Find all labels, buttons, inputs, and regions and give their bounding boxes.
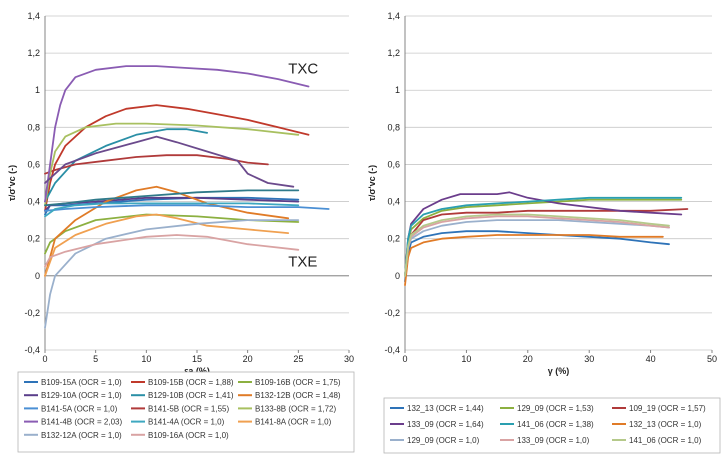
x-tick-label: 0 [42, 354, 47, 364]
series-line-B129-10B [44, 128, 209, 203]
left-chart: -0,4 -0,2 0 0,2 0,4 0,6 0,8 1 1,2 1,4 0 5 10 15 20 25 30… [7, 11, 354, 376]
legend-entry: B141-4A (OCR = 1,0) [148, 418, 225, 427]
series-line-unlabeled-15 [44, 135, 295, 188]
y-tick-label: 0,2 [27, 234, 40, 244]
series-line-B141-4A [44, 202, 300, 218]
legend-entry: 133_09 (OCR = 1,0) [517, 436, 590, 445]
y-tick-label: 0,4 [387, 197, 400, 207]
legend-entry: B132-12B (OCR = 1,48) [255, 391, 341, 400]
y-tick-label: 0,6 [387, 159, 400, 169]
y-axis-label: τ/σ'vc (-) [7, 165, 17, 201]
legend-entry: B109-15B (OCR = 1,88) [148, 378, 234, 387]
y-tick-label: 0,6 [27, 159, 40, 169]
x-tick-label: 50 [707, 354, 717, 364]
series-line-132_13 [404, 234, 664, 287]
legend-entry: 109_19 (OCR = 1,57) [629, 404, 706, 413]
y-tick-label: 0,8 [27, 122, 40, 132]
series-line-B133-8B [44, 122, 300, 207]
y-tick-label: 1,4 [387, 11, 400, 21]
legend-entry: B141-8A (OCR = 1,0) [255, 418, 332, 427]
x-tick-label: 10 [141, 354, 151, 364]
y-tick-label: 0 [395, 271, 400, 281]
right-chart: -0,4 -0,2 0 0,2 0,4 0,6 0,8 1 1,2 1,4 0 10 20 30 40 50 γ… [367, 11, 717, 376]
series-line-B132-12B [44, 185, 290, 277]
legend-entry: B109-16A (OCR = 1,0) [148, 431, 229, 440]
legend-box [17, 371, 355, 453]
legend-entry: B129-10A (OCR = 1,0) [41, 391, 122, 400]
y-tick-label: 0 [35, 271, 40, 281]
y-tick-label: -0,2 [384, 308, 400, 318]
legend-entry: 129_09 (OCR = 1,53) [517, 404, 594, 413]
y-tick-label: 0,8 [387, 122, 400, 132]
legend-entry: B141-5B (OCR = 1,55) [148, 404, 229, 413]
series-line-132_13 [404, 230, 670, 283]
y-tick-label: -0,4 [24, 345, 40, 355]
series-line-141_06 [404, 213, 670, 277]
x-tick-label: 30 [584, 354, 594, 364]
legend-entry: B109-15A (OCR = 1,0) [41, 378, 122, 387]
legend-box [383, 397, 721, 454]
right-legend: 132_13 (OCR = 1,44) 129_09 (OCR = 1,53) 10… [383, 397, 721, 454]
y-tick-label: 1,4 [27, 11, 40, 21]
series-line-B109-16B [44, 213, 300, 255]
series-line-B141-8A [44, 213, 290, 277]
y-tick-label: -0,4 [384, 345, 400, 355]
y-tick-label: -0,2 [24, 308, 40, 318]
legend-entry: 132_13 (OCR = 1,0) [629, 420, 702, 429]
y-tick-label: 0,2 [387, 234, 400, 244]
y-tick-label: 0,4 [27, 197, 40, 207]
legend-entry: B141-4B (OCR = 2,03) [41, 418, 122, 427]
legend-entry: B129-10B (OCR = 1,41) [148, 391, 234, 400]
x-tick-label: 5 [93, 354, 98, 364]
legend-entry: 132_13 (OCR = 1,44) [407, 404, 484, 413]
series-line-B132-12A [44, 219, 300, 329]
legend-entry: B141-5A (OCR = 1,0) [41, 404, 118, 413]
series-line-133_09 [404, 191, 683, 277]
x-tick-label: 0 [402, 354, 407, 364]
legend-entry: 141_06 (OCR = 1,38) [517, 420, 594, 429]
x-tick-label: 30 [344, 354, 354, 364]
legend-entry: B109-16B (OCR = 1,75) [255, 378, 341, 387]
y-tick-label: 1,2 [387, 48, 400, 58]
legend-entry: 129_09 (OCR = 1,0) [407, 436, 480, 445]
x-tick-label: 15 [192, 354, 202, 364]
legend-entry: B132-12A (OCR = 1,0) [41, 431, 122, 440]
series-line-B109-15B [44, 104, 310, 212]
x-tick-label: 20 [523, 354, 533, 364]
series-line-129_09 [404, 219, 670, 277]
series-line-unlabeled-14 [44, 189, 300, 207]
legend-entry: B133-8B (OCR = 1,72) [255, 404, 336, 413]
series-line-B109-16A [44, 234, 300, 268]
x-tick-label: 20 [243, 354, 253, 364]
annotation-txe: TXE [288, 254, 317, 271]
y-tick-label: 1 [35, 85, 40, 95]
y-axis-label: τ/σ'vc (-) [367, 165, 377, 201]
y-tick-label: 1 [395, 85, 400, 95]
x-tick-label: 25 [293, 354, 303, 364]
y-tick-label: 1,2 [27, 48, 40, 58]
x-axis-label: γ (%) [548, 366, 570, 376]
legend-entry: 133_09 (OCR = 1,64) [407, 420, 484, 429]
annotation-txc: TXC [288, 61, 318, 78]
legend-entry: 141_06 (OCR = 1,0) [629, 436, 702, 445]
x-tick-label: 40 [646, 354, 656, 364]
left-legend: B109-15A (OCR = 1,0) B109-15B (OCR = 1,88… [17, 371, 355, 453]
x-tick-label: 10 [461, 354, 471, 364]
x-axis-label: εa (%) [184, 366, 210, 376]
series-line-B141-4B [44, 65, 310, 203]
series-line-B141-5A [44, 204, 330, 212]
series-line-141_06 [404, 196, 683, 277]
